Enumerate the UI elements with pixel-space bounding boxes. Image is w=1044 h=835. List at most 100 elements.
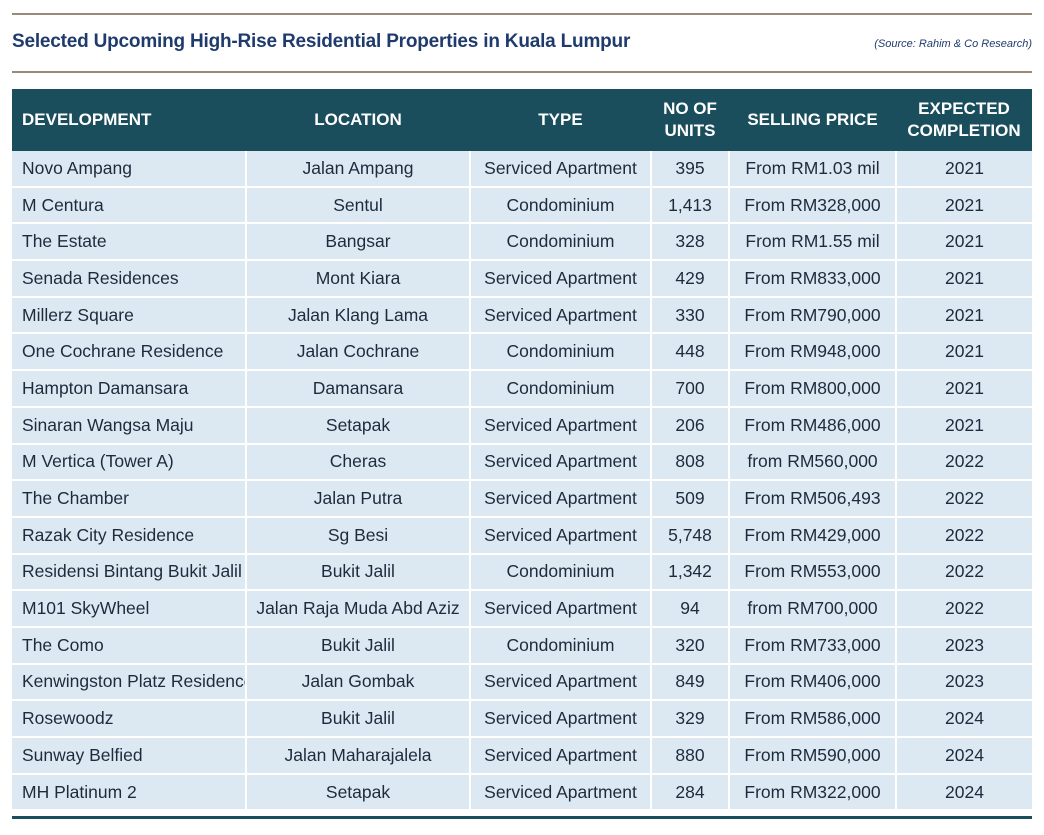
cell-location: Setapak [246,773,471,812]
cell-type: Serviced Apartment [470,406,652,445]
cell-location: Sentul [246,186,471,225]
table-row: Razak City Residence Sg Besi Serviced Apar… [12,516,1032,555]
cell-units: 206 [651,406,730,445]
cell-location: Jalan Ampang [246,151,471,188]
cell-type: Condominium [470,186,652,225]
cell-location: Damansara [246,370,471,408]
column-header-units: NO OF UNITS [651,89,729,151]
cell-units: 1,342 [651,553,730,592]
cell-type: Condominium [470,626,652,665]
cell-price: From RM328,000 [729,186,897,225]
cell-type: Serviced Apartment [470,516,652,555]
cell-units: 849 [651,663,730,702]
cell-completion: 2021 [896,186,1032,225]
cell-price: From RM486,000 [729,406,897,445]
cell-units: 330 [651,296,730,335]
cell-units: 395 [651,151,730,188]
table-row: One Cochrane Residence Jalan Cochrane Cond… [12,333,1032,372]
top-rule [12,13,1032,15]
cell-location: Jalan Maharajalela [246,737,471,775]
column-header-development: DEVELOPMENT [12,89,246,151]
cell-location: Mont Kiara [246,260,471,298]
cell-completion: 2024 [896,700,1032,738]
cell-development: The Estate [12,223,247,262]
table-row: The Como Bukit Jalil Condominium 320 From RM… [12,626,1032,665]
cell-type: Serviced Apartment [470,480,652,518]
cell-development: M Centura [12,186,247,225]
cell-completion: 2022 [896,480,1032,518]
cell-completion: 2022 [896,590,1032,628]
cell-units: 329 [651,700,730,738]
cell-price: From RM733,000 [729,626,897,665]
table-row: Residensi Bintang Bukit Jalil Bukit Jalil… [12,553,1032,592]
table-body: Novo Ampang Jalan Ampang Serviced Apartmen… [12,151,1032,812]
cell-location: Jalan Klang Lama [246,296,471,335]
column-header-type: TYPE [470,89,651,151]
cell-price: from RM700,000 [729,590,897,628]
cell-development: Razak City Residence [12,516,247,555]
cell-completion: 2021 [896,333,1032,372]
cell-completion: 2021 [896,151,1032,188]
cell-price: From RM800,000 [729,370,897,408]
cell-location: Sg Besi [246,516,471,555]
cell-development: Residensi Bintang Bukit Jalil [12,553,247,592]
table-row: The Estate Bangsar Condominium 328 From RM1.… [12,223,1032,262]
cell-type: Condominium [470,223,652,262]
cell-units: 429 [651,260,730,298]
table-row: Senada Residences Mont Kiara Serviced Apar… [12,260,1032,298]
cell-development: The Como [12,626,247,665]
cell-type: Serviced Apartment [470,443,652,482]
cell-location: Jalan Cochrane [246,333,471,372]
cell-type: Serviced Apartment [470,773,652,812]
cell-type: Condominium [470,333,652,372]
cell-completion: 2023 [896,626,1032,665]
table-header-row: DEVELOPMENT LOCATION TYPE NO OF UNITS SE… [12,89,1032,151]
table-row: Sinaran Wangsa Maju Setapak Serviced Apart… [12,406,1032,445]
cell-price: From RM833,000 [729,260,897,298]
cell-development: Rosewoodz [12,700,247,738]
table-row: Millerz Square Jalan Klang Lama Serviced A… [12,296,1032,335]
cell-completion: 2022 [896,553,1032,592]
cell-units: 328 [651,223,730,262]
cell-development: MH Platinum 2 [12,773,247,812]
cell-units: 700 [651,370,730,408]
column-header-location: LOCATION [246,89,470,151]
cell-units: 5,748 [651,516,730,555]
cell-completion: 2024 [896,773,1032,812]
properties-table: DEVELOPMENT LOCATION TYPE NO OF UNITS SE… [12,89,1032,812]
cell-development: Millerz Square [12,296,247,335]
cell-price: From RM406,000 [729,663,897,702]
cell-price: From RM586,000 [729,700,897,738]
cell-location: Setapak [246,406,471,445]
cell-units: 808 [651,443,730,482]
table-row: M Vertica (Tower A) Cheras Serviced Apartm… [12,443,1032,482]
cell-location: Jalan Gombak [246,663,471,702]
page-title: Selected Upcoming High-Rise Residential … [12,31,631,52]
cell-units: 448 [651,333,730,372]
cell-completion: 2021 [896,406,1032,445]
cell-development: Hampton Damansara [12,370,247,408]
cell-units: 320 [651,626,730,665]
cell-completion: 2021 [896,223,1032,262]
cell-price: From RM1.03 mil [729,151,897,188]
cell-price: From RM948,000 [729,333,897,372]
cell-type: Serviced Apartment [470,700,652,738]
cell-price: from RM560,000 [729,443,897,482]
table-row: Rosewoodz Bukit Jalil Serviced Apartment 32… [12,700,1032,738]
cell-price: From RM790,000 [729,296,897,335]
cell-units: 509 [651,480,730,518]
cell-type: Serviced Apartment [470,590,652,628]
cell-development: Senada Residences [12,260,247,298]
table-row: M101 SkyWheel Jalan Raja Muda Abd Aziz Ser… [12,590,1032,628]
cell-development: Sunway Belfied [12,737,247,775]
cell-location: Bangsar [246,223,471,262]
cell-development: One Cochrane Residence [12,333,247,372]
cell-type: Serviced Apartment [470,296,652,335]
cell-price: From RM506,493 [729,480,897,518]
cell-type: Condominium [470,553,652,592]
cell-location: Jalan Putra [246,480,471,518]
title-rule [12,71,1032,73]
table-row: Kenwingston Platz Residence Jalan Gombak S… [12,663,1032,702]
cell-location: Bukit Jalil [246,700,471,738]
cell-type: Serviced Apartment [470,260,652,298]
